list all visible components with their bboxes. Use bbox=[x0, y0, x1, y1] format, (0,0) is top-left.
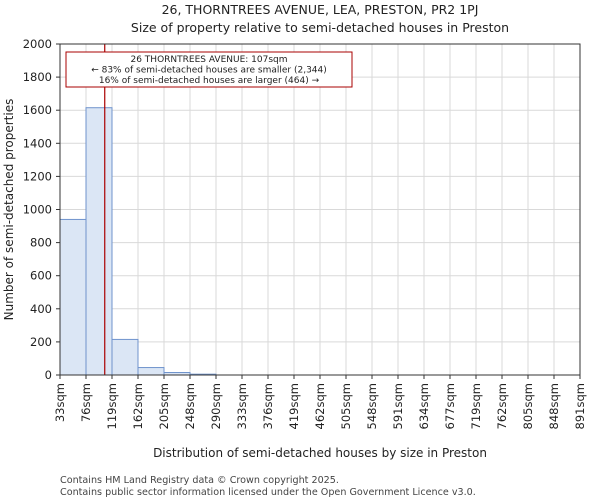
bar-162sqm bbox=[137, 367, 165, 376]
x-tick-label: 848sqm bbox=[547, 383, 561, 429]
x-tick-label: 891sqm bbox=[573, 383, 587, 429]
y-tick-label: 200 bbox=[30, 335, 52, 349]
y-tick-label: 1800 bbox=[23, 70, 52, 84]
footer-line-1: Contains HM Land Registry data © Crown c… bbox=[60, 475, 339, 486]
x-tick-label: 205sqm bbox=[157, 383, 171, 429]
x-tick-label: 119sqm bbox=[105, 383, 119, 429]
chart-title: 26, THORNTREES AVENUE, LEA, PRESTON, PR2… bbox=[162, 2, 479, 17]
y-axis-ticks: 0 200 400 600 800 1000 1200 1400 1600 1800 2000 bbox=[23, 37, 60, 382]
y-tick-label: 0 bbox=[45, 368, 52, 382]
x-tick-label: 33sqm bbox=[53, 383, 67, 422]
x-axis-label: Distribution of semi-detached houses by … bbox=[153, 446, 487, 460]
y-tick-label: 400 bbox=[30, 302, 52, 316]
annotation-line-2: ← 83% of semi-detached houses are smalle… bbox=[91, 66, 327, 76]
chart-subtitle: Size of property relative to semi-detach… bbox=[131, 20, 509, 35]
y-tick-label: 2000 bbox=[23, 37, 52, 51]
y-tick-label: 1600 bbox=[23, 103, 52, 117]
bar-119sqm bbox=[111, 338, 139, 376]
bar-33sqm bbox=[59, 218, 87, 376]
x-tick-label: 162sqm bbox=[131, 383, 145, 429]
x-tick-label: 634sqm bbox=[417, 383, 431, 429]
y-tick-label: 1000 bbox=[23, 203, 52, 217]
footer-line-2: Contains public sector information licen… bbox=[60, 487, 476, 498]
x-tick-label: 248sqm bbox=[183, 383, 197, 429]
x-tick-label: 76sqm bbox=[79, 383, 93, 422]
annotation-line-1: 26 THORNTREES AVENUE: 107sqm bbox=[130, 55, 287, 65]
annotation-box: 26 THORNTREES AVENUE: 107sqm ← 83% of se… bbox=[65, 51, 353, 88]
annotation-line-3: 16% of semi-detached houses are larger (… bbox=[99, 76, 320, 86]
x-tick-label: 762sqm bbox=[495, 383, 509, 429]
y-tick-label: 800 bbox=[30, 236, 52, 250]
y-tick-label: 600 bbox=[30, 269, 52, 283]
y-axis-label: Number of semi-detached properties bbox=[2, 99, 16, 321]
bar-76sqm bbox=[85, 107, 113, 376]
y-tick-label: 1400 bbox=[23, 136, 52, 150]
x-tick-label: 677sqm bbox=[443, 383, 457, 429]
annotation-frame bbox=[65, 51, 353, 88]
x-axis-ticks: 33sqm 76sqm 119sqm 162sqm 205sqm 248sqm 290sqm… bbox=[53, 375, 587, 429]
x-tick-label: 805sqm bbox=[521, 383, 535, 429]
x-tick-label: 462sqm bbox=[313, 383, 327, 429]
x-tick-label: 290sqm bbox=[209, 383, 223, 429]
x-tick-label: 591sqm bbox=[391, 383, 405, 429]
x-tick-label: 719sqm bbox=[469, 383, 483, 429]
y-tick-label: 1200 bbox=[23, 169, 52, 183]
x-tick-label: 505sqm bbox=[339, 383, 353, 429]
x-tick-label: 333sqm bbox=[235, 383, 249, 429]
x-tick-label: 419sqm bbox=[287, 383, 301, 429]
grid bbox=[59, 43, 581, 376]
x-tick-label: 548sqm bbox=[365, 383, 379, 429]
x-tick-label: 376sqm bbox=[261, 383, 275, 429]
bars bbox=[59, 107, 217, 376]
